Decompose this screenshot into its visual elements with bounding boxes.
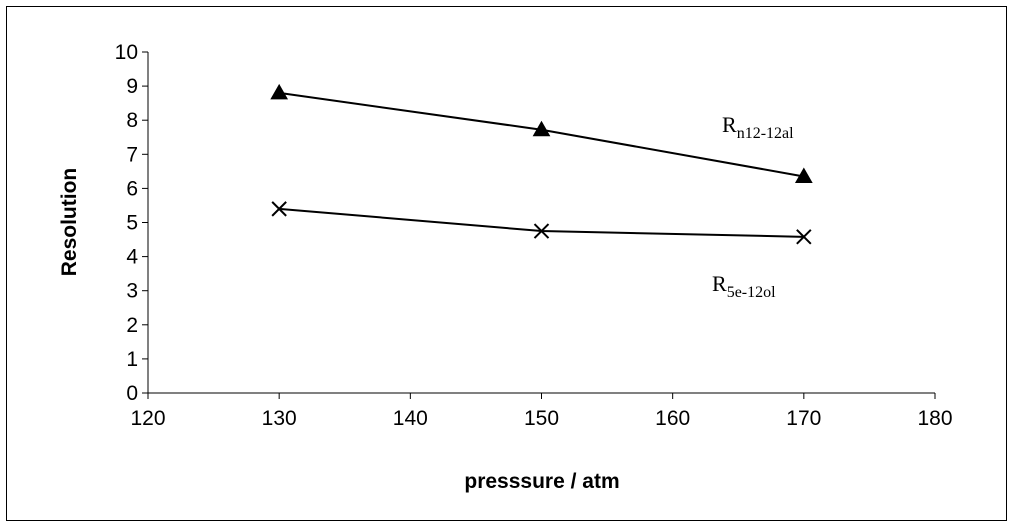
markers bbox=[270, 83, 813, 245]
triangle-marker bbox=[270, 83, 289, 100]
x-tick-label: 160 bbox=[655, 407, 690, 430]
x-tick-label: 140 bbox=[393, 407, 428, 430]
triangle-marker bbox=[794, 167, 813, 183]
x-tick-label: 130 bbox=[262, 407, 297, 430]
y-tick-label: 5 bbox=[126, 212, 138, 235]
chart-frame bbox=[6, 6, 1007, 521]
x-tick-label: 170 bbox=[786, 407, 821, 430]
x-ticks: 120 130 140 150 160 170 180 bbox=[130, 393, 953, 430]
series-label-main: R bbox=[722, 112, 737, 137]
x-tick-label: 120 bbox=[130, 407, 165, 430]
y-tick-label: 2 bbox=[126, 314, 138, 337]
series-label-sub: 5e-12ol bbox=[727, 284, 776, 301]
y-tick-label: 1 bbox=[126, 348, 138, 371]
y-ticks: 0 1 2 3 4 5 6 7 8 9 10 bbox=[115, 41, 148, 405]
x-marker bbox=[271, 201, 287, 217]
triangle-marker bbox=[532, 120, 551, 137]
x-tick-label: 150 bbox=[524, 407, 559, 430]
series-label-5e-12ol: R5e-12ol bbox=[712, 271, 776, 301]
x-marker bbox=[533, 223, 550, 239]
y-tick-label: 7 bbox=[126, 143, 138, 166]
y-tick-label: 3 bbox=[126, 280, 138, 303]
x-marker bbox=[796, 229, 812, 245]
y-tick-label: 6 bbox=[126, 177, 138, 200]
y-tick-label: 10 bbox=[115, 41, 138, 64]
y-tick-label: 4 bbox=[126, 246, 138, 269]
y-axis-title: Resolution bbox=[58, 168, 81, 277]
series-label-sub: n12-12al bbox=[737, 125, 794, 142]
x-axis-title: presssure / atm bbox=[464, 470, 619, 493]
series-label-n12-12al: Rn12-12al bbox=[722, 112, 794, 142]
y-tick-label: 9 bbox=[126, 75, 138, 98]
series-line-5e-12ol bbox=[279, 207, 804, 238]
axes bbox=[147, 52, 935, 394]
series-label-main: R bbox=[712, 271, 727, 296]
y-tick-label: 8 bbox=[126, 109, 138, 132]
y-tick-label: 0 bbox=[126, 382, 138, 405]
x-tick-label: 180 bbox=[917, 407, 952, 430]
